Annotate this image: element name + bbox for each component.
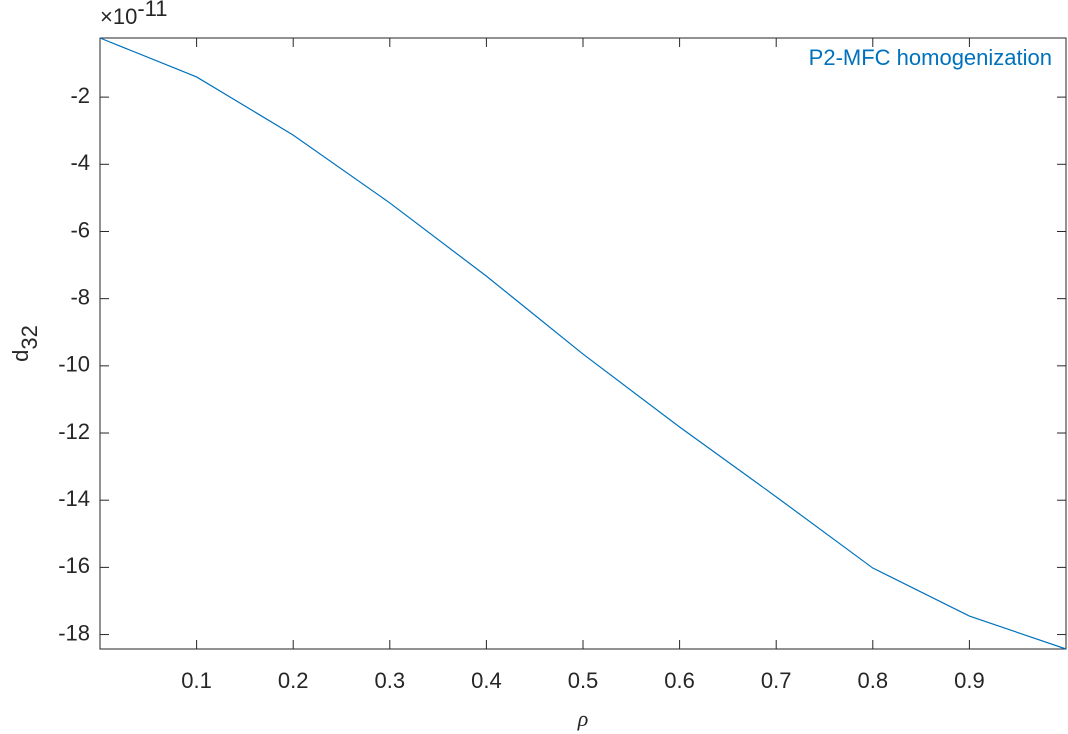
x-tick-label: 0.2 bbox=[278, 668, 309, 693]
y-tick-label: -12 bbox=[58, 419, 90, 444]
y-tick-label: -18 bbox=[58, 620, 90, 645]
y-tick-label: -2 bbox=[70, 83, 90, 108]
x-tick-label: 0.4 bbox=[471, 668, 502, 693]
y-tick-label: -14 bbox=[58, 486, 90, 511]
x-tick-label: 0.7 bbox=[761, 668, 792, 693]
x-tick-label: 0.3 bbox=[375, 668, 406, 693]
x-tick-label: 0.8 bbox=[858, 668, 889, 693]
x-tick-label: 0.1 bbox=[181, 668, 212, 693]
y-exponent-base: ×10 bbox=[100, 4, 137, 29]
data-line bbox=[99, 37, 1067, 650]
plot-box bbox=[99, 37, 1067, 650]
x-tick-label: 0.5 bbox=[568, 668, 599, 693]
y-exponent-power: -11 bbox=[137, 0, 167, 21]
y-axis-label-main: d bbox=[8, 350, 33, 362]
y-axis-label: d32 bbox=[8, 325, 42, 362]
y-tick-label: -4 bbox=[70, 150, 90, 175]
x-tick-label: 0.6 bbox=[664, 668, 695, 693]
y-exponent: ×10-11 bbox=[100, 0, 168, 29]
y-axis-label-sub: 32 bbox=[17, 325, 42, 349]
legend-label: P2-MFC homogenization bbox=[809, 45, 1052, 70]
y-tick-label: -6 bbox=[70, 217, 90, 242]
x-tick-label: 0.9 bbox=[954, 668, 985, 693]
y-tick-label: -16 bbox=[58, 553, 90, 578]
y-tick-label: -10 bbox=[58, 352, 90, 377]
y-tick-label: -8 bbox=[70, 284, 90, 309]
x-axis-label: ρ bbox=[577, 706, 589, 731]
